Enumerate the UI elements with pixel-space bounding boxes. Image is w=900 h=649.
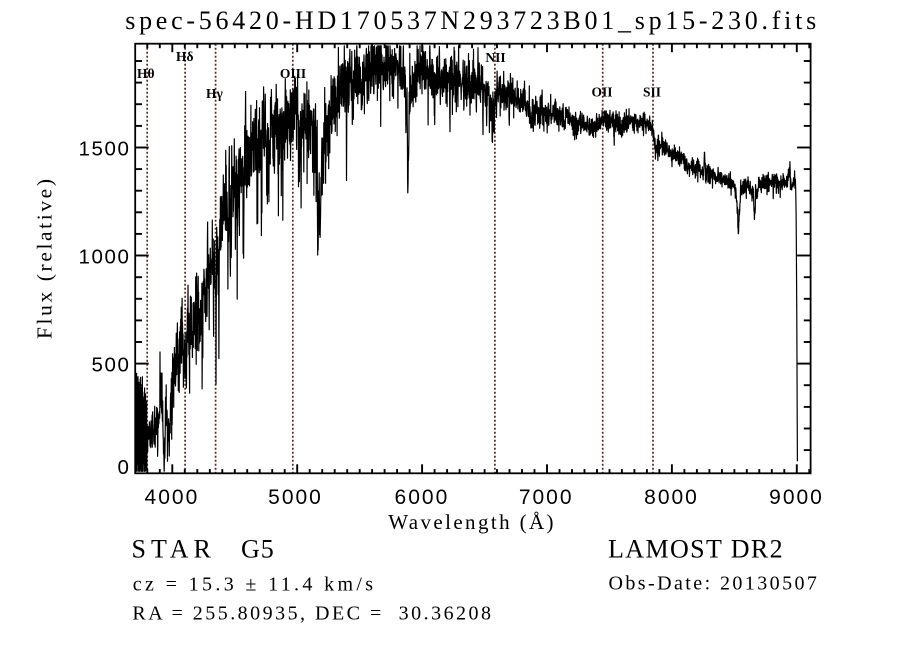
svg-text:5000: 5000 xyxy=(268,486,323,509)
svg-text:RA = 255.80935, DEC = 30.3620: RA = 255.80935, DEC = 30.36208 xyxy=(132,603,491,625)
svg-text:NII: NII xyxy=(485,50,505,65)
svg-text:cz = 15.3 ± 11.4 km/s: cz = 15.3 ± 11.4 km/s xyxy=(133,574,374,596)
svg-text:LAMOST DR2: LAMOST DR2 xyxy=(608,535,784,564)
svg-text:OII: OII xyxy=(591,85,612,100)
svg-text:500: 500 xyxy=(91,354,130,377)
svg-text:Hγ: Hγ xyxy=(206,86,224,101)
svg-text:Hθ: Hθ xyxy=(137,66,155,81)
svg-text:OIII: OIII xyxy=(280,66,306,81)
svg-text:6000: 6000 xyxy=(395,486,450,509)
svg-text:1500: 1500 xyxy=(78,138,130,161)
svg-text:Flux (relative): Flux (relative) xyxy=(33,179,57,339)
svg-text:Obs-Date: 20130507: Obs-Date: 20130507 xyxy=(609,573,817,595)
svg-text:STAR: STAR xyxy=(132,535,216,564)
svg-text:G5: G5 xyxy=(241,535,275,564)
svg-text:spec-56420-HD170537N293723B01_: spec-56420-HD170537N293723B01_sp15-230.f… xyxy=(125,6,816,35)
svg-text:4000: 4000 xyxy=(145,486,200,509)
svg-text:1000: 1000 xyxy=(78,246,130,269)
svg-text:Hδ: Hδ xyxy=(176,49,194,64)
svg-text:Wavelength (Å): Wavelength (Å) xyxy=(388,510,553,534)
svg-text:7000: 7000 xyxy=(519,486,574,509)
svg-text:9000: 9000 xyxy=(769,486,824,509)
svg-text:8000: 8000 xyxy=(644,486,699,509)
svg-text:0: 0 xyxy=(117,456,130,479)
svg-text:SII: SII xyxy=(643,85,661,100)
